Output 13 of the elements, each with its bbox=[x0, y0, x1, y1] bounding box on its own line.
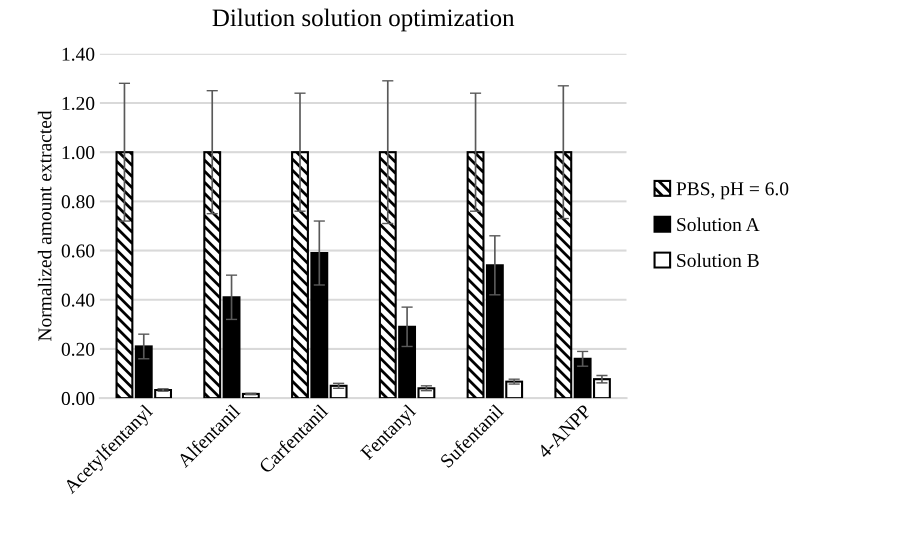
legend-label: PBS, pH = 6.0 bbox=[676, 182, 788, 200]
y-tick-label: 0.80 bbox=[62, 195, 94, 208]
legend-label: Solution A bbox=[677, 217, 760, 232]
y-tick-label: 0.40 bbox=[62, 294, 94, 307]
legend-label: Solution B bbox=[677, 253, 759, 268]
y-tick-label: 1.40 bbox=[62, 48, 94, 61]
chart-title: Dilution solution optimization bbox=[212, 8, 514, 32]
y-tick-label: 0.00 bbox=[62, 392, 94, 406]
y-axis-title: Normalized amount extracted bbox=[38, 110, 52, 341]
y-tick-label: 1.20 bbox=[62, 96, 94, 110]
y-tick-label: 1.00 bbox=[62, 146, 94, 160]
y-tick-label: 0.60 bbox=[62, 244, 94, 258]
y-tick-label: 0.20 bbox=[62, 342, 94, 356]
